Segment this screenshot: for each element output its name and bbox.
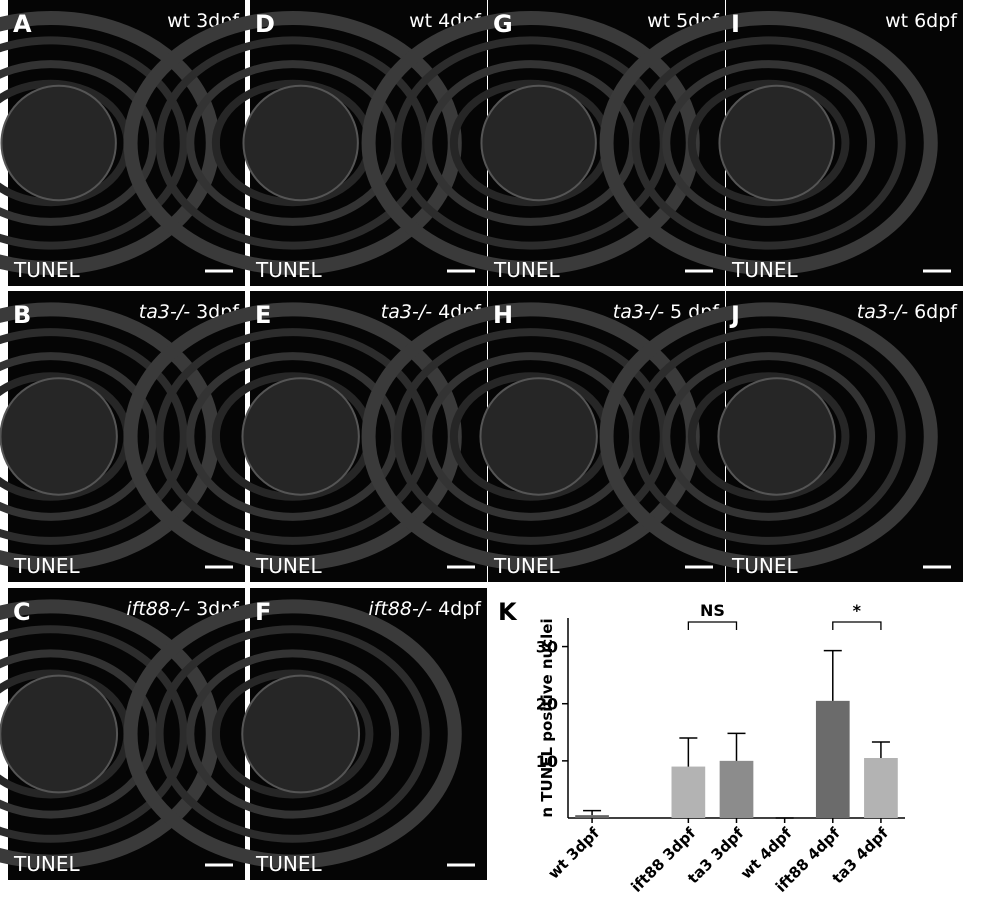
error-bar — [679, 737, 698, 767]
retina-layer — [0, 60, 158, 226]
retina-layer — [211, 669, 374, 799]
stage: 6dpf — [914, 301, 958, 323]
lens — [0, 674, 119, 794]
genotype: ift88-/- — [368, 598, 432, 620]
retina-layer — [0, 649, 158, 819]
bar — [815, 700, 850, 818]
genotype: ta3-/- — [381, 301, 432, 323]
lens — [242, 84, 359, 202]
genotype: wt — [885, 10, 908, 32]
lens — [480, 84, 597, 202]
stain-label: TUNEL — [255, 554, 322, 578]
stage: 4dpf — [438, 598, 482, 620]
y-tick-label: 20 — [536, 695, 558, 714]
error-bar — [727, 732, 746, 761]
stain-label: TUNEL — [731, 554, 798, 578]
stain-label: TUNEL — [493, 258, 560, 282]
lens — [0, 84, 117, 202]
bar — [671, 766, 706, 818]
retina-layer — [186, 649, 400, 819]
stain-label: TUNEL — [493, 554, 560, 578]
significance-label: NS — [700, 601, 725, 620]
genotype: ta3-/- — [857, 301, 908, 323]
panel-letter: E — [255, 301, 271, 329]
retina-layer — [155, 625, 430, 843]
error-bar — [583, 809, 602, 816]
bar — [575, 815, 609, 818]
panel-letter: B — [13, 301, 31, 329]
retina-layer — [599, 11, 938, 275]
lens — [0, 377, 118, 496]
lens — [718, 84, 835, 202]
retina-layer — [631, 36, 906, 250]
genotype: wt — [167, 10, 190, 32]
panel-letter: A — [13, 10, 32, 38]
x-tick-label: ift88 3dpf — [628, 824, 700, 896]
panel-title: ift88-/- 4dpf — [368, 598, 482, 620]
panel-letter: F — [255, 598, 271, 626]
genotype: ift88-/- — [126, 598, 190, 620]
retina-layer — [687, 79, 850, 207]
retina-layer — [662, 60, 876, 226]
panel-letter: H — [493, 301, 513, 329]
panel-letter: C — [13, 598, 31, 626]
significance-bracket — [687, 621, 738, 630]
stain-label: TUNEL — [13, 852, 80, 876]
genotype: wt — [647, 10, 670, 32]
retina-layer — [0, 625, 188, 843]
retina-layer — [631, 328, 906, 545]
panel-title: ta3-/- 6dpf — [857, 301, 959, 323]
x-tick-label: wt 3dpf — [544, 824, 603, 883]
error-bar — [871, 741, 890, 758]
stain-label: TUNEL — [13, 554, 80, 578]
error-bar — [823, 649, 842, 701]
genotype: ta3-/- — [613, 301, 664, 323]
panel-letter: K — [498, 598, 518, 626]
retina-layer — [123, 599, 462, 869]
panel-letter: D — [255, 10, 275, 38]
genotype: ta3-/- — [139, 301, 190, 323]
retina-layer — [0, 36, 188, 250]
retina-layer — [687, 372, 850, 501]
y-axis-label: n TUNEL positive nuclei — [538, 618, 556, 817]
retina-layer — [599, 302, 938, 571]
panel-letter: J — [729, 301, 740, 329]
genotype: wt — [409, 10, 432, 32]
bar — [719, 760, 754, 818]
panel-letter: G — [493, 10, 513, 38]
panel-title: wt 6dpf — [885, 10, 958, 32]
stage: 6dpf — [914, 10, 958, 32]
lens — [241, 377, 360, 496]
lens — [717, 377, 836, 496]
significance-bracket — [832, 621, 882, 630]
y-tick-label: 30 — [536, 638, 558, 657]
y-tick-label: 10 — [536, 752, 558, 771]
significance-label: * — [853, 601, 862, 620]
lens — [241, 674, 361, 794]
stain-label: TUNEL — [731, 258, 798, 282]
retina-layer — [0, 352, 158, 521]
stain-label: TUNEL — [255, 852, 322, 876]
panel-letter: I — [731, 10, 740, 38]
retina-layer — [662, 352, 876, 521]
bar — [864, 758, 898, 818]
lens — [479, 377, 598, 496]
stain-label: TUNEL — [13, 258, 80, 282]
stain-label: TUNEL — [255, 258, 322, 282]
retina-layer — [0, 328, 188, 545]
